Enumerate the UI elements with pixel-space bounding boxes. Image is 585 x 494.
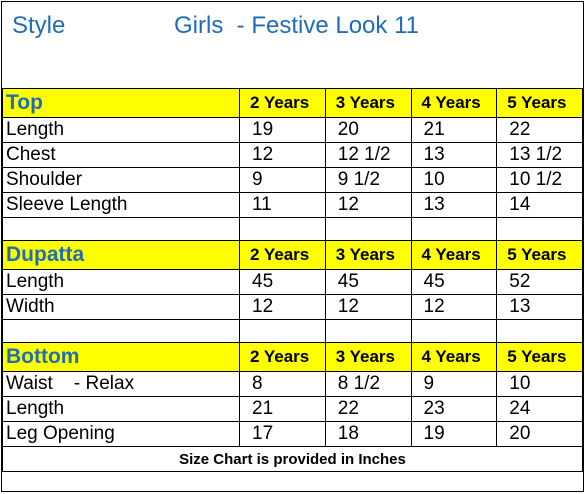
- spacer-row: [2, 217, 583, 241]
- size-header: 4 Years: [410, 240, 498, 270]
- size-header: 5 Years: [496, 342, 583, 372]
- empty-cell: [410, 319, 498, 343]
- cell-value: 19: [239, 117, 326, 143]
- cell-value: 23: [410, 396, 498, 422]
- cell-value: 9 1/2: [324, 167, 412, 193]
- cell-value: 9: [239, 167, 326, 193]
- row-label: Sleeve Length: [2, 192, 240, 218]
- cell-value: 10: [410, 167, 498, 193]
- empty-cell: [324, 319, 412, 343]
- table-row: Leg Opening 17 18 19 20: [2, 421, 583, 447]
- size-header: 3 Years: [324, 88, 412, 118]
- empty-cell: [410, 217, 498, 241]
- empty-cell: [2, 217, 240, 241]
- cell-value: 13: [496, 294, 583, 320]
- cell-value: 20: [324, 117, 412, 143]
- size-header: 5 Years: [496, 88, 583, 118]
- section-title: Bottom: [2, 342, 240, 372]
- style-label: Style: [12, 12, 66, 39]
- empty-cell: [239, 319, 326, 343]
- spacer-row: [2, 319, 583, 343]
- empty-cell: [496, 217, 583, 241]
- row-label: Chest: [2, 142, 240, 168]
- table-row: Width 12 12 12 13: [2, 294, 583, 320]
- cell-value: 12 1/2: [324, 142, 412, 168]
- footer-note: Size Chart is provided in Inches: [2, 446, 583, 472]
- size-chart-table: Top 2 Years 3 Years 4 Years 5 Years Leng…: [2, 88, 583, 472]
- size-header: 3 Years: [324, 240, 412, 270]
- cell-value: 12: [239, 294, 326, 320]
- cell-value: 24: [496, 396, 583, 422]
- cell-value: 22: [324, 396, 412, 422]
- cell-value: 21: [410, 117, 498, 143]
- cell-value: 22: [496, 117, 583, 143]
- cell-value: 21: [239, 396, 326, 422]
- row-label: Leg Opening: [2, 421, 240, 447]
- size-header: 4 Years: [410, 88, 498, 118]
- cell-value: 18: [324, 421, 412, 447]
- size-header: 2 Years: [239, 342, 326, 372]
- footer-row: Size Chart is provided in Inches: [2, 446, 583, 472]
- size-header: 4 Years: [410, 342, 498, 372]
- cell-value: 20: [496, 421, 583, 447]
- table-row: Waist - Relax 8 8 1/2 9 10: [2, 371, 583, 397]
- cell-value: 11: [239, 192, 326, 218]
- row-label: Width: [2, 294, 240, 320]
- table-row: Length 21 22 23 24: [2, 396, 583, 422]
- section-title: Top: [2, 88, 240, 118]
- cell-value: 8: [239, 371, 326, 397]
- row-label: Length: [2, 269, 240, 295]
- cell-value: 45: [239, 269, 326, 295]
- section-title: Dupatta: [2, 240, 240, 270]
- cell-value: 12: [239, 142, 326, 168]
- cell-value: 45: [324, 269, 412, 295]
- cell-value: 14: [496, 192, 583, 218]
- row-label: Length: [2, 117, 240, 143]
- table-row: Shoulder 9 9 1/2 10 10 1/2: [2, 167, 583, 193]
- cell-value: 17: [239, 421, 326, 447]
- table-row: Sleeve Length 11 12 13 14: [2, 192, 583, 218]
- empty-cell: [496, 319, 583, 343]
- cell-value: 12: [410, 294, 498, 320]
- size-header: 3 Years: [324, 342, 412, 372]
- cell-value: 12: [324, 294, 412, 320]
- row-label: Length: [2, 396, 240, 422]
- title-row: Style Girls - Festive Look 11: [2, 2, 583, 88]
- cell-value: 9: [410, 371, 498, 397]
- row-label: Shoulder: [2, 167, 240, 193]
- cell-value: 19: [410, 421, 498, 447]
- empty-cell: [2, 319, 240, 343]
- size-header: 2 Years: [239, 240, 326, 270]
- empty-cell: [324, 217, 412, 241]
- empty-cell: [239, 217, 326, 241]
- section-header-dupatta: Dupatta 2 Years 3 Years 4 Years 5 Years: [2, 240, 583, 270]
- cell-value: 8 1/2: [324, 371, 412, 397]
- table-row: Length 45 45 45 52: [2, 269, 583, 295]
- table-row: Length 19 20 21 22: [2, 117, 583, 143]
- cell-value: 45: [410, 269, 498, 295]
- table-row: Chest 12 12 1/2 13 13 1/2: [2, 142, 583, 168]
- cell-value: 52: [496, 269, 583, 295]
- section-header-bottom: Bottom 2 Years 3 Years 4 Years 5 Years: [2, 342, 583, 372]
- size-header: 2 Years: [239, 88, 326, 118]
- size-header: 5 Years: [496, 240, 583, 270]
- cell-value: 12: [324, 192, 412, 218]
- chart-title: Girls - Festive Look 11: [174, 12, 419, 39]
- cell-value: 13: [410, 192, 498, 218]
- cell-value: 10: [496, 371, 583, 397]
- cell-value: 13: [410, 142, 498, 168]
- section-header-top: Top 2 Years 3 Years 4 Years 5 Years: [2, 88, 583, 118]
- cell-value: 10 1/2: [496, 167, 583, 193]
- cell-value: 13 1/2: [496, 142, 583, 168]
- row-label: Waist - Relax: [2, 371, 240, 397]
